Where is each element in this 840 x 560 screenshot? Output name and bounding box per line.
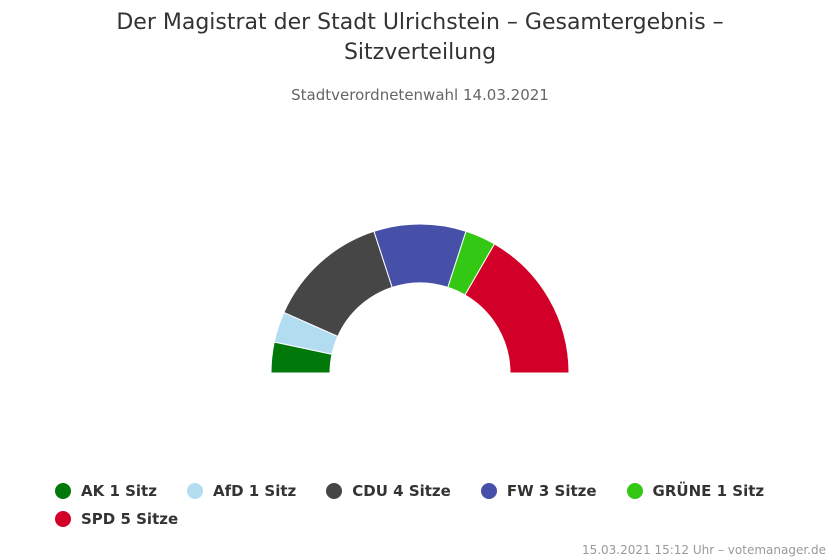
chart-slices	[270, 223, 570, 374]
legend-label-ak: AK 1 Sitz	[81, 482, 157, 500]
legend-marker-gruene	[626, 483, 643, 499]
legend-item-ak[interactable]: AK 1 Sitz	[55, 480, 157, 502]
legend-item-fw[interactable]: FW 3 Sitze	[480, 480, 597, 502]
legend-marker-fw	[480, 483, 497, 499]
credits-link[interactable]: 15.03.2021 15:12 Uhr – votemanager.de	[581, 543, 826, 557]
legend-item-gruene[interactable]: GRÜNE 1 Sitz	[626, 480, 765, 502]
legend-marker-spd	[55, 511, 71, 527]
legend-label-cdu: CDU 4 Sitze	[352, 482, 451, 500]
chart-legend: AK 1 Sitz AfD 1 Sitz CDU 4 Sitze FW 3 Si…	[55, 480, 815, 530]
legend-item-cdu[interactable]: CDU 4 Sitze	[326, 480, 451, 502]
legend-marker-cdu	[326, 483, 343, 499]
legend-item-afd[interactable]: AfD 1 Sitz	[186, 480, 297, 502]
chart-subtitle: Stadtverordnetenwahl 14.03.2021	[291, 86, 549, 104]
legend-item-spd[interactable]: SPD 5 Sitze	[55, 508, 178, 530]
legend-label-spd: SPD 5 Sitze	[81, 510, 179, 528]
legend-marker-ak	[55, 483, 71, 499]
legend-label-gruene: GRÜNE 1 Sitz	[652, 482, 765, 500]
seat-distribution-chart	[270, 223, 570, 374]
legend-label-afd: AfD 1 Sitz	[212, 482, 297, 500]
chart-title: Der Magistrat der Stadt Ulrichstein – Ge…	[116, 10, 724, 65]
legend-marker-afd	[186, 483, 203, 499]
slice-spd[interactable]	[464, 243, 570, 374]
legend-label-fw: FW 3 Sitze	[506, 482, 597, 500]
